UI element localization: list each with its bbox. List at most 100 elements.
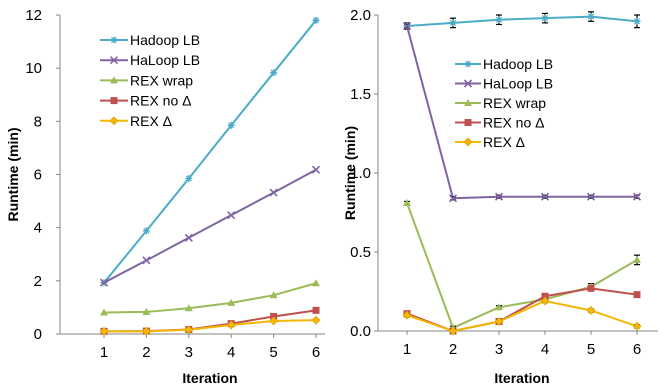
data-point [142,256,151,265]
data-point [540,192,550,201]
legend-marker [464,60,472,68]
y-tick-label: 4 [34,220,42,237]
data-point [586,306,596,315]
legend: Hadoop LB HaLoop LB REX wrap REX no Δ REX Δ [100,32,200,129]
data-point [495,303,503,311]
data-point [448,326,458,336]
data-point [449,19,457,27]
series-line [406,15,638,28]
data-point [312,279,320,287]
data-point [227,121,235,129]
y-tick-label: 2.0 [350,7,371,24]
series-rex-wrap [100,279,320,316]
y-axis-label: Runtime (min) [5,127,21,221]
legend-marker [110,76,118,84]
x-axis-label: Iteration [182,370,237,386]
x-tick-label: 6 [312,344,320,361]
series-line [406,25,637,200]
data-point [633,17,641,25]
data-point [494,192,504,201]
data-point [448,194,458,203]
data-point [586,192,596,201]
data-point [269,188,278,197]
data-point [541,14,549,22]
data-point [632,321,642,331]
y-tick-label: 1.5 [350,86,371,103]
legend-marker [110,36,118,44]
legend-item-hadoop-lb: Hadoop LB [455,56,553,72]
data-point [312,16,320,24]
legend-label: HaLoop LB [130,52,200,68]
legend-item-rex-no-delta: REX no Δ [100,93,192,109]
x-tick-label: 1 [100,344,108,361]
data-point [99,326,109,336]
data-point [99,278,109,287]
data-point [403,199,411,207]
data-point [227,298,236,306]
legend-item-rex-no-delta: REX no Δ [455,115,545,131]
y-tick-label: 8 [34,113,42,130]
legend-item-haloop-lb: HaLoop LB [100,52,200,68]
legend-label: REX Δ [130,113,172,129]
legend-marker [463,79,473,88]
legend-label: REX wrap [483,95,546,111]
data-point [633,291,641,299]
x-tick-label: 3 [185,344,193,361]
data-point [540,296,550,306]
data-point [142,307,151,315]
legend-marker [464,99,472,106]
legend-marker [109,56,119,65]
legend-item-rex-wrap: REX wrap [455,95,546,111]
data-point [402,21,412,31]
legend-marker [110,97,118,105]
chart-2: 0.0 0.5 1.0 1.5 2.0 1 2 3 4 5 6 Iteration Runtime (m… [342,7,658,386]
data-point [184,325,194,335]
legend-label: REX Δ [483,134,525,150]
legend: Hadoop LB HaLoop LB REX wrap REX no Δ REX Δ [455,56,553,150]
series-line [103,19,317,284]
legend-label: Hadoop LB [483,56,553,72]
legend-label: REX wrap [130,72,193,88]
x-tick-label: 1 [403,341,411,358]
legend-item-haloop-lb: HaLoop LB [455,76,553,92]
x-tick-label: 4 [541,341,549,358]
data-point [184,304,193,312]
data-point [227,211,236,220]
data-point [141,326,151,336]
y-tick-label: 10 [25,60,42,77]
data-point [541,292,549,300]
series-line [103,282,317,314]
data-point [633,255,641,263]
series-rex-delta [402,296,642,336]
y-tick-label: 0.5 [350,244,371,261]
series-line [103,168,317,284]
x-tick-label: 5 [587,341,595,358]
data-point [269,316,279,326]
legend-label: HaLoop LB [483,76,553,92]
x-tick-label: 2 [142,344,150,361]
data-point [587,284,595,292]
data-point [495,16,503,24]
data-point [100,308,108,316]
data-point [142,227,150,235]
series-line [406,299,638,333]
data-point [632,192,642,201]
legend-label: Hadoop LB [130,32,200,48]
legend-marker [464,119,472,126]
y-axis-label: Runtime (min) [342,126,358,220]
x-tick-label: 3 [495,341,503,358]
data-point [270,312,278,320]
legend-item-rex-delta: REX Δ [455,134,525,150]
x-axis-label: Iteration [494,370,549,386]
series-haloop-lb [402,21,642,203]
data-point [587,13,595,21]
data-point [402,310,412,320]
y-tick-label: 6 [34,167,42,184]
legend-item-rex-wrap: REX wrap [100,72,193,88]
series-rex-delta [99,315,321,336]
x-tick-label: 4 [227,344,235,361]
y-tick-label: 2 [34,273,42,290]
series-line [406,202,638,330]
